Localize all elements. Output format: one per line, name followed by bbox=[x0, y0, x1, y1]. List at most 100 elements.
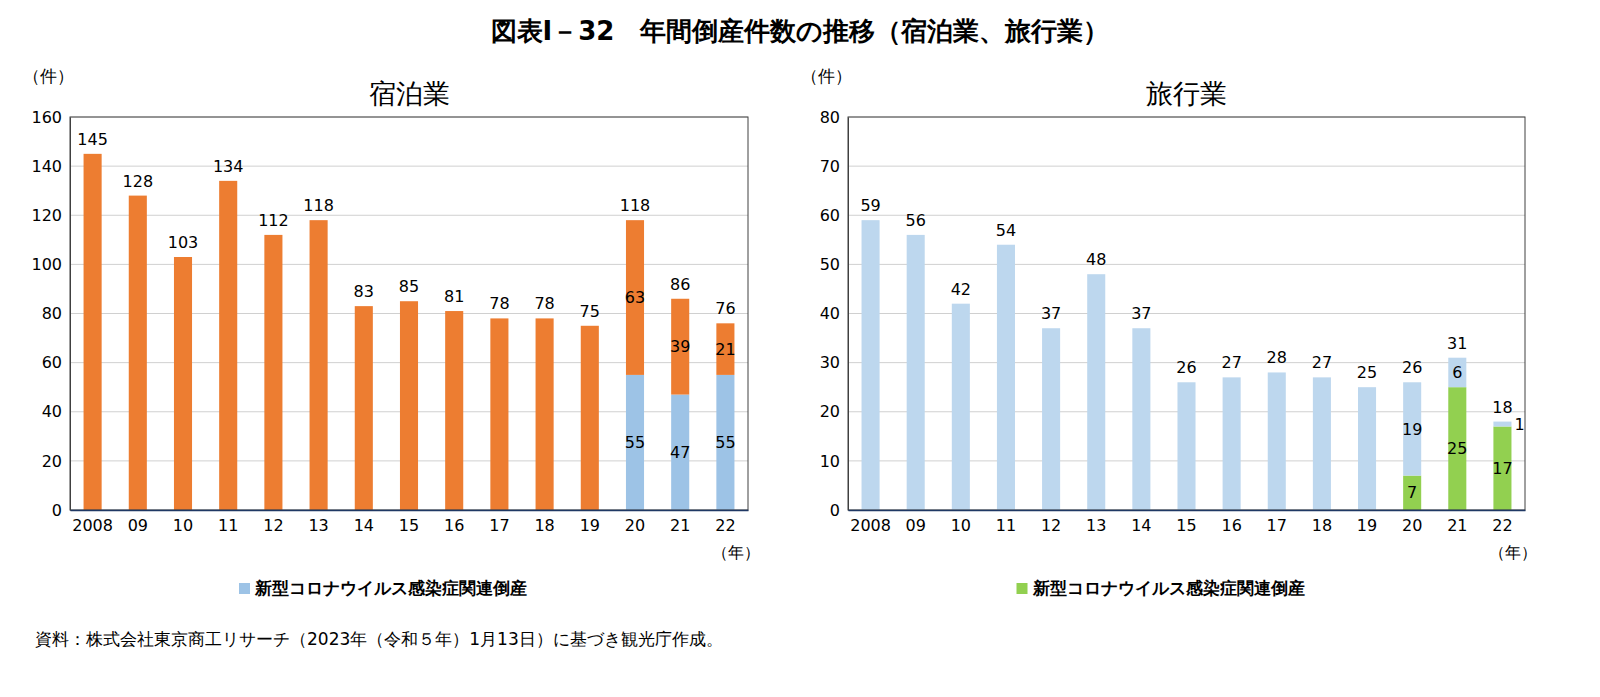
bar bbox=[129, 196, 147, 510]
x-tick: 13 bbox=[308, 510, 328, 535]
grid-line bbox=[70, 166, 748, 167]
segment-label: 6 bbox=[1452, 363, 1462, 382]
x-tick: 09 bbox=[128, 510, 148, 535]
x-tick: 12 bbox=[1041, 510, 1061, 535]
bar bbox=[264, 235, 282, 510]
x-tick-label: 14 bbox=[1131, 516, 1151, 535]
x-tick: 2008 bbox=[72, 510, 113, 535]
total-label: 76 bbox=[715, 299, 735, 318]
bar bbox=[1042, 328, 1060, 510]
grid bbox=[848, 117, 1525, 510]
bar bbox=[174, 257, 192, 510]
total-label: 78 bbox=[489, 294, 509, 313]
x-tick-label: 20 bbox=[625, 516, 645, 535]
chart-panel: 0102030405060708020080910111213141516171… bbox=[801, 66, 1538, 598]
x-tick: 22 bbox=[1492, 510, 1512, 535]
x-axis: 20080910111213141516171819202122 bbox=[849, 510, 1526, 535]
y-tick-label: 80 bbox=[820, 108, 840, 127]
y-axis-line bbox=[70, 118, 71, 511]
y-axis-label: （件） bbox=[801, 66, 852, 86]
total-label: 83 bbox=[354, 282, 374, 301]
x-tick-label: 12 bbox=[1041, 516, 1061, 535]
y-tick-label: 160 bbox=[31, 108, 62, 127]
bar bbox=[445, 311, 463, 510]
x-tick-label: 11 bbox=[218, 516, 238, 535]
x-tick-label: 2008 bbox=[850, 516, 891, 535]
y-tick: 120 bbox=[31, 206, 70, 225]
y-tick-label: 10 bbox=[820, 451, 840, 470]
total-label: 134 bbox=[213, 157, 244, 176]
y-tick: 40 bbox=[42, 402, 70, 421]
x-axis: 2008 09 10 11 12 13 14 15 16 17 18 19 20 21 22 bbox=[71, 510, 749, 535]
x-tick: 18 bbox=[1312, 510, 1332, 535]
segment-label: 55 bbox=[625, 433, 645, 452]
total-label: 81 bbox=[444, 287, 464, 306]
y-tick-label: 120 bbox=[31, 206, 62, 225]
x-tick-label: 09 bbox=[128, 516, 148, 535]
y-axis-line bbox=[848, 118, 849, 511]
segment-label: 39 bbox=[670, 337, 690, 356]
x-tick: 16 bbox=[444, 510, 464, 535]
x-tick: 10 bbox=[173, 510, 193, 535]
grid-line bbox=[70, 264, 748, 265]
x-tick: 18 bbox=[534, 510, 554, 535]
segment-label: 1 bbox=[1514, 415, 1524, 434]
y-tick-label: 60 bbox=[42, 353, 62, 372]
bar bbox=[1177, 382, 1195, 510]
total-label: 103 bbox=[168, 233, 199, 252]
y-tick-label: 140 bbox=[31, 157, 62, 176]
x-tick: 19 bbox=[1357, 510, 1377, 535]
total-label: 118 bbox=[303, 196, 334, 215]
y-tick-label: 60 bbox=[820, 206, 840, 225]
legend-swatch bbox=[1017, 583, 1028, 594]
x-tick: 16 bbox=[1221, 510, 1241, 535]
x-tick: 19 bbox=[580, 510, 600, 535]
y-tick-label: 50 bbox=[820, 255, 840, 274]
y-tick-label: 70 bbox=[820, 157, 840, 176]
y-tick-label: 0 bbox=[830, 501, 840, 520]
grid-line bbox=[848, 215, 1525, 216]
segment-label: 25 bbox=[1447, 439, 1467, 458]
y-tick-label: 20 bbox=[42, 451, 62, 470]
total-label: 31 bbox=[1447, 334, 1467, 353]
x-tick: 11 bbox=[996, 510, 1016, 535]
x-tick: 10 bbox=[951, 510, 971, 535]
bar bbox=[1268, 372, 1286, 510]
bar bbox=[1493, 422, 1511, 427]
x-tick-label: 19 bbox=[580, 516, 600, 535]
bar bbox=[862, 220, 880, 510]
total-label: 86 bbox=[670, 275, 690, 294]
grid-line bbox=[848, 264, 1525, 265]
x-tick: 20 bbox=[625, 510, 645, 535]
bar bbox=[1358, 387, 1376, 510]
x-tick-label: 14 bbox=[354, 516, 374, 535]
x-tick: 21 bbox=[670, 510, 690, 535]
x-tick: 13 bbox=[1086, 510, 1106, 535]
x-tick-label: 11 bbox=[996, 516, 1016, 535]
x-tick: 17 bbox=[1267, 510, 1287, 535]
x-tick-label: 17 bbox=[489, 516, 509, 535]
total-label: 145 bbox=[77, 130, 108, 149]
bars bbox=[862, 220, 1512, 510]
total-label: 128 bbox=[123, 172, 154, 191]
x-tick-label: 15 bbox=[399, 516, 419, 535]
y-axis: 01020304050607080 bbox=[820, 108, 849, 520]
grid-line bbox=[848, 166, 1525, 167]
bar bbox=[952, 304, 970, 510]
x-tick: 2008 bbox=[850, 510, 891, 535]
y-tick: 140 bbox=[31, 157, 70, 176]
total-label: 26 bbox=[1402, 358, 1422, 377]
segment-label: 55 bbox=[715, 433, 735, 452]
data-labels: 595642543748372627282725719262563117118 bbox=[860, 196, 1524, 502]
x-tick: 22 bbox=[715, 510, 735, 535]
x-tick: 17 bbox=[489, 510, 509, 535]
bar bbox=[907, 235, 925, 510]
x-tick-label: 18 bbox=[534, 516, 554, 535]
y-tick: 80 bbox=[42, 304, 70, 323]
grid bbox=[70, 117, 748, 510]
chart-panel: 0204060801001201401602008091011121314151… bbox=[23, 66, 761, 598]
y-tick: 50 bbox=[820, 255, 848, 274]
x-tick-label: 16 bbox=[444, 516, 464, 535]
bar bbox=[1132, 328, 1150, 510]
x-tick-label: 12 bbox=[263, 516, 283, 535]
